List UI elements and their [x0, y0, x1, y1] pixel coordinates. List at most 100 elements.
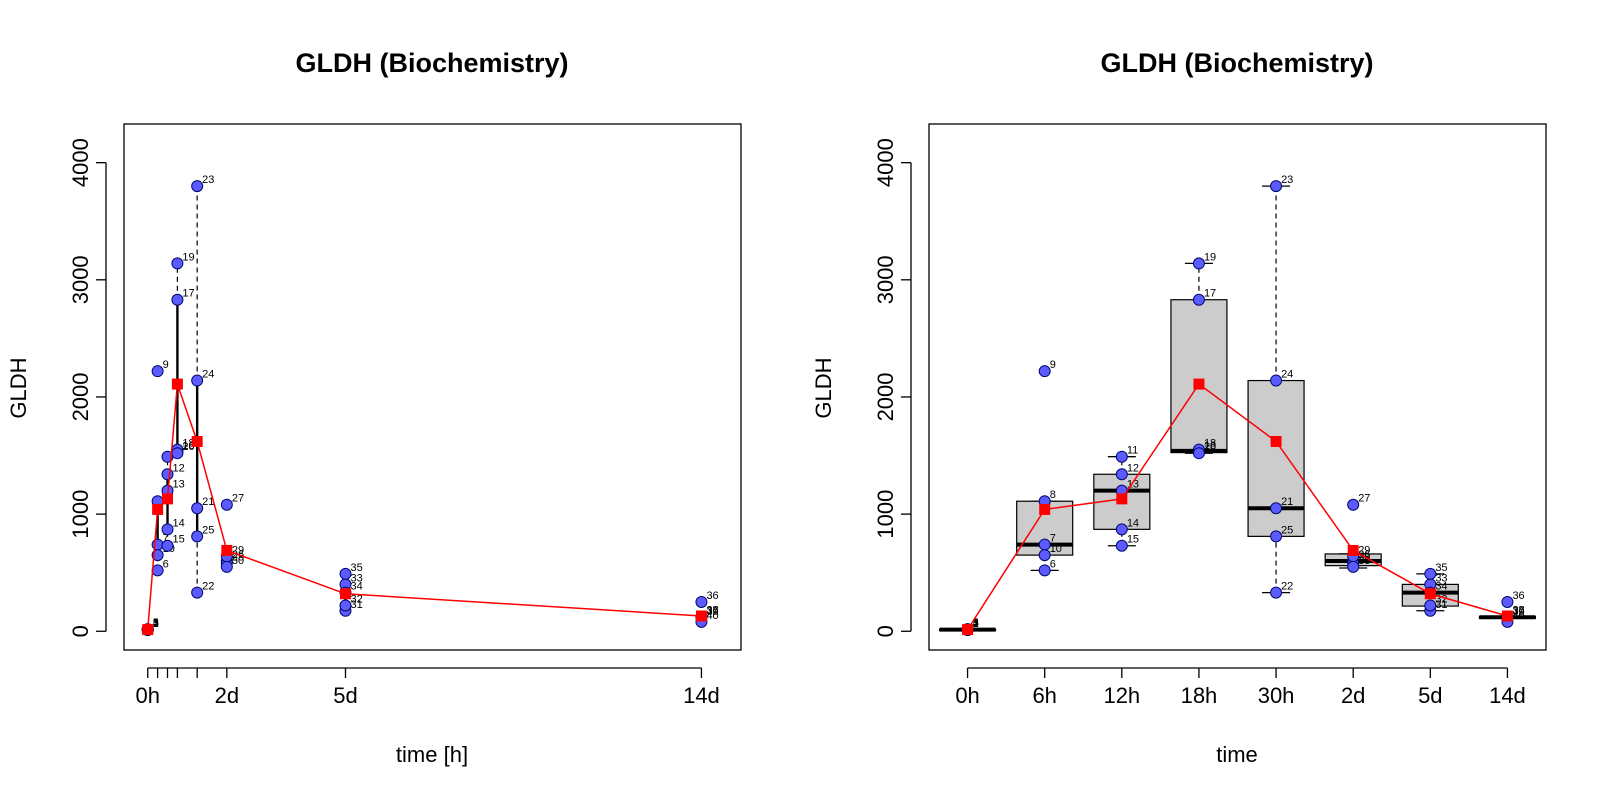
right-x-axis-label: time: [1216, 742, 1258, 767]
right-point-label-7: 7: [1050, 533, 1056, 545]
left-point-label-30: 30: [232, 555, 244, 567]
left-mean-marker-4: [191, 435, 203, 447]
right-plot-frame: [928, 123, 1547, 651]
right-y-tick-label: 0: [873, 625, 898, 637]
right-point-label-24: 24: [1281, 369, 1293, 381]
right-point-19: [1192, 257, 1205, 270]
right-point-label-29: 29: [1358, 544, 1370, 556]
right-point-label-18: 18: [1204, 438, 1216, 450]
right-x-tick-label-0h: 0h: [955, 683, 979, 708]
right-point-23: [1270, 180, 1283, 193]
right-point-label-4: 4: [973, 617, 979, 629]
right-chart-title: GLDH (Biochemistry): [1100, 48, 1373, 78]
right-point-35: [1424, 567, 1437, 580]
left-point-label-32: 32: [350, 593, 362, 605]
right-mean-marker-5: [1347, 544, 1359, 556]
right-point-9: [1038, 365, 1051, 378]
left-point-label-14: 14: [173, 517, 185, 529]
left-point-label-28: 28: [232, 551, 244, 563]
left-point-35: [339, 567, 352, 580]
right-point-24: [1270, 374, 1283, 387]
right-mean-marker-3: [1193, 378, 1205, 390]
right-point-label-16: 16: [1204, 440, 1216, 452]
right-point-27: [1347, 498, 1360, 511]
right-point-14: [1115, 523, 1128, 536]
left-point-label-18: 18: [182, 438, 194, 450]
left-point-label-31: 31: [350, 599, 362, 611]
left-point-label-33: 33: [350, 572, 362, 584]
right-mean-marker-4: [1270, 435, 1282, 447]
left-panel-time-scatter: GLDH (Biochemistry) time [h] GLDH 0 1000 2…: [6, 48, 742, 767]
right-point-22: [1270, 586, 1283, 599]
left-point-36: [695, 595, 708, 608]
left-point-10: [151, 549, 164, 562]
left-mean-marker-5: [221, 544, 233, 556]
right-point-label-10: 10: [1050, 543, 1062, 555]
left-mean-marker-2: [162, 493, 174, 505]
left-y-tick-label: 0: [68, 625, 93, 637]
left-point-label-15: 15: [173, 534, 185, 546]
right-point-15: [1115, 539, 1128, 552]
right-mean-marker-7: [1501, 610, 1513, 622]
right-point-25: [1270, 530, 1283, 543]
left-point-label-36: 36: [706, 590, 718, 602]
right-x-tick-label-18h: 18h: [1181, 683, 1218, 708]
right-point-label-19: 19: [1204, 251, 1216, 263]
left-point-9: [151, 365, 164, 378]
right-point-label-1: 1: [973, 618, 979, 630]
right-mean-marker-6: [1424, 588, 1436, 600]
right-y-tick-label: 3000: [873, 255, 898, 304]
right-x-tick-label-2d: 2d: [1341, 683, 1365, 708]
left-point-label-20: 20: [182, 441, 194, 453]
right-x-tick-label-30h: 30h: [1258, 683, 1295, 708]
left-point-17: [171, 293, 184, 306]
left-point-label-3: 3: [153, 618, 159, 630]
right-y-axis-label: GLDH: [811, 357, 836, 418]
right-point-label-2: 2: [973, 618, 979, 630]
right-point-label-25: 25: [1281, 524, 1293, 536]
left-point-19: [171, 257, 184, 270]
right-point-30: [1347, 560, 1360, 573]
right-x-tick-label-5d: 5d: [1418, 683, 1442, 708]
right-x-tick-label-14d: 14d: [1489, 683, 1526, 708]
right-point-label-9: 9: [1050, 359, 1056, 371]
left-point-21: [191, 502, 204, 515]
left-point-label-40: 40: [706, 610, 718, 622]
left-x-tick-label: 0h: [135, 683, 159, 708]
left-x-axis-label: time [h]: [396, 742, 468, 767]
left-chart-title: GLDH (Biochemistry): [295, 48, 568, 78]
left-x-tick-label: 5d: [333, 683, 357, 708]
left-point-27: [220, 498, 233, 511]
right-point-label-23: 23: [1281, 174, 1293, 186]
right-point-label-15: 15: [1127, 534, 1139, 546]
left-point-label-17: 17: [182, 288, 194, 300]
left-mean-marker-3: [171, 378, 183, 390]
left-point-25: [191, 530, 204, 543]
right-point-label-6: 6: [1050, 558, 1056, 570]
right-point-label-39: 39: [1512, 606, 1524, 618]
right-point-label-27: 27: [1358, 493, 1370, 505]
right-y-tick-label: 4000: [873, 138, 898, 187]
left-y-tick-label: 3000: [68, 255, 93, 304]
left-point-30: [220, 560, 233, 573]
right-point-label-5: 5: [973, 617, 979, 629]
right-mean-marker-2: [1116, 493, 1128, 505]
right-point-label-8: 8: [1050, 489, 1056, 501]
left-point-12: [161, 468, 174, 481]
left-point-label-19: 19: [182, 251, 194, 263]
right-point-32: [1424, 599, 1437, 612]
left-point-label-1: 1: [153, 618, 159, 630]
left-point-20: [171, 447, 184, 460]
left-point-label-38: 38: [706, 605, 718, 617]
left-point-label-27: 27: [232, 493, 244, 505]
right-point-label-35: 35: [1435, 562, 1447, 574]
right-point-label-31: 31: [1435, 599, 1447, 611]
left-point-23: [191, 180, 204, 193]
left-mean-marker-1: [152, 503, 164, 515]
right-point-20: [1192, 447, 1205, 460]
left-point-6: [151, 564, 164, 577]
right-point-label-38: 38: [1512, 605, 1524, 617]
right-mean-marker-0: [962, 624, 974, 636]
right-point-label-37: 37: [1512, 605, 1524, 617]
